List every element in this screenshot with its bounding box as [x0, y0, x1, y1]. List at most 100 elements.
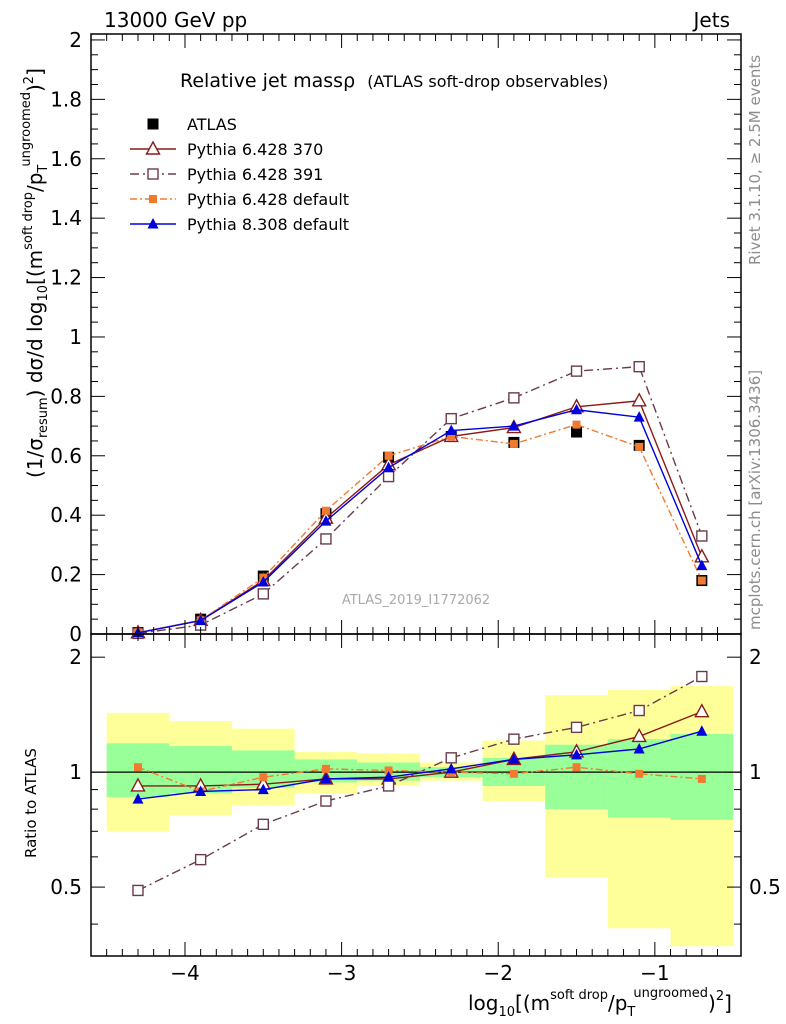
ratio-series-2-point-8: [570, 721, 583, 734]
main-series-4-point-8: [571, 403, 583, 415]
x-tick-label: −1: [640, 961, 669, 985]
ratio-series-3-point-8: [572, 763, 581, 772]
y-tick-label: 1.6: [50, 147, 82, 171]
analysis-watermark: ATLAS_2019_I1772062: [342, 593, 490, 608]
main-series-4-point-10: [696, 559, 708, 571]
ratio-series-1-point-1: [130, 777, 146, 792]
main-series-4-point-7: [508, 420, 520, 431]
main-series-4-point-9: [633, 411, 645, 422]
legend-marker-4: [147, 218, 159, 229]
main-series-2-point-4: [320, 533, 332, 545]
ratio-series-3-point-7: [509, 769, 518, 778]
main-series-3-line: [137, 423, 703, 634]
main-series-2-point-9: [633, 360, 645, 373]
ratio-series-4-point-5: [383, 771, 395, 782]
ratio-series-3-point-5: [384, 766, 393, 775]
legend-marker-0: [147, 118, 159, 130]
main-series-1-line: [137, 400, 703, 634]
y-tick-label: 2: [69, 28, 82, 52]
main-series-3-point-8: [572, 420, 581, 429]
main-series-3-point-7: [509, 439, 518, 448]
ratio-panel-frame: [90, 633, 742, 957]
y-tick-label: 1.4: [50, 206, 82, 230]
legend-label-3: Pythia 6.428 default: [187, 190, 349, 209]
ratio-series-3-point-9: [635, 769, 644, 778]
main-series-4-point-5: [383, 461, 395, 473]
main-series-3-point-5: [384, 451, 393, 460]
main-series-2-point-6: [445, 412, 457, 425]
ratio-uncertainty-bands: [106, 686, 734, 947]
ratio-series-4-point-3: [257, 783, 269, 795]
ratio-series-4-line: [137, 730, 703, 800]
y-tick-label: 1: [69, 325, 82, 349]
main-series-4-point-4: [320, 515, 332, 526]
y-tick-label: 0.4: [50, 503, 82, 527]
main-series-2-point-5: [382, 470, 395, 483]
ratio-series-3-point-10: [697, 774, 706, 783]
axis-ticks: [91, 34, 741, 956]
rivet-label: Rivet 3.1.10, ≥ 2.5M events: [746, 55, 764, 265]
ratio-y-tick-label: 2: [69, 645, 82, 669]
ratio-series-2-point-10: [696, 670, 708, 683]
ratio-series-2-point-7: [508, 733, 520, 745]
ratio-series-group: [130, 670, 710, 897]
tick-labels: 0 0.2 0.4 0.6 0.8 1 1.2 1.4 1.6 1.8 2 0.5 0.5 1 1 2 2 −4 −…: [50, 28, 781, 985]
legend-label-1: Pythia 6.428 370: [187, 140, 323, 159]
ratio-y-tick-label: 0.5: [50, 875, 82, 899]
legend-label-0: ATLAS: [187, 115, 237, 134]
legend-marker-1: [145, 140, 161, 155]
main-series-0-point-8: [571, 426, 583, 438]
ratio-series-2-point-9: [633, 704, 645, 717]
ratio-series-2-point-3: [257, 818, 269, 831]
ratio-series-1-line: [137, 711, 703, 787]
x-tick-label: −2: [483, 961, 512, 985]
ratio-y-tick-label: 1: [69, 760, 82, 784]
main-series-2-point-10: [696, 530, 708, 542]
ratio-y-tick-label-right: 0.5: [749, 875, 781, 899]
y-axis-label: (1/σresum) dσ/d log10[(msoft drop/pTungr…: [19, 68, 51, 478]
ratio-series-3-line: [137, 766, 702, 793]
y-tick-label: 0.8: [50, 384, 82, 408]
chart-title: Relative jet massρ: [180, 70, 355, 92]
ratio-series-4-point-7: [508, 753, 520, 764]
main-series-2-point-8: [570, 365, 583, 377]
y-tick-label: 1.8: [50, 87, 82, 111]
y-tick-label: 0.2: [50, 563, 82, 587]
ratio-series-1-point-10: [694, 703, 710, 718]
main-series-3-point-9: [635, 442, 644, 451]
main-series-4-line: [137, 409, 703, 634]
ratio-y-tick-label-right: 2: [749, 645, 762, 669]
ratio-series-3-point-4: [321, 764, 330, 773]
main-series-2-point-7: [508, 392, 520, 404]
main-series-4-point-3: [257, 576, 269, 587]
main-series-3-point-4: [321, 506, 330, 515]
ratio-series-4-point-10: [696, 725, 708, 736]
ratio-y-tick-label-right: 1: [749, 760, 762, 784]
x-tick-label: −3: [327, 961, 356, 985]
main-series-3-point-6: [447, 432, 456, 441]
ratio-series-4-point-8: [571, 748, 583, 760]
ratio-series-2-point-1: [132, 884, 144, 897]
ratio-series-2-point-6: [445, 752, 457, 764]
ratio-series-3-point-3: [259, 773, 268, 782]
legend-marker-2: [147, 168, 159, 180]
mcplots-label: mcplots.cern.ch [arXiv:1306.3436]: [746, 370, 764, 630]
main-series-4-point-2: [195, 614, 207, 626]
header-left: 13000 GeV pp: [104, 8, 247, 32]
ratio-series-2-point-5: [382, 780, 395, 792]
legend-label-4: Pythia 8.308 default: [187, 215, 349, 234]
legend-marker-3: [149, 195, 157, 203]
ratio-y-axis-label: Ratio to ATLAS: [22, 748, 40, 858]
ratio-series-4-point-6: [445, 762, 457, 774]
ratio-series-1-point-9: [631, 727, 647, 743]
legend: ATLAS Pythia 6.428 370 Pythia 6.428 391 Pyt…: [130, 115, 349, 234]
main-series-4-point-6: [445, 424, 457, 436]
legend-label-2: Pythia 6.428 391: [187, 165, 323, 184]
ratio-series-4-point-4: [320, 772, 332, 784]
x-axis-label: log10[(msoft drop/pTungroomed)2]: [468, 986, 732, 1020]
x-tick-label: −4: [170, 961, 199, 985]
chart-subtitle: (ATLAS soft-drop observables): [367, 72, 608, 91]
ratio-series-4-point-1: [132, 793, 144, 804]
main-series-1-point-9: [631, 392, 647, 407]
